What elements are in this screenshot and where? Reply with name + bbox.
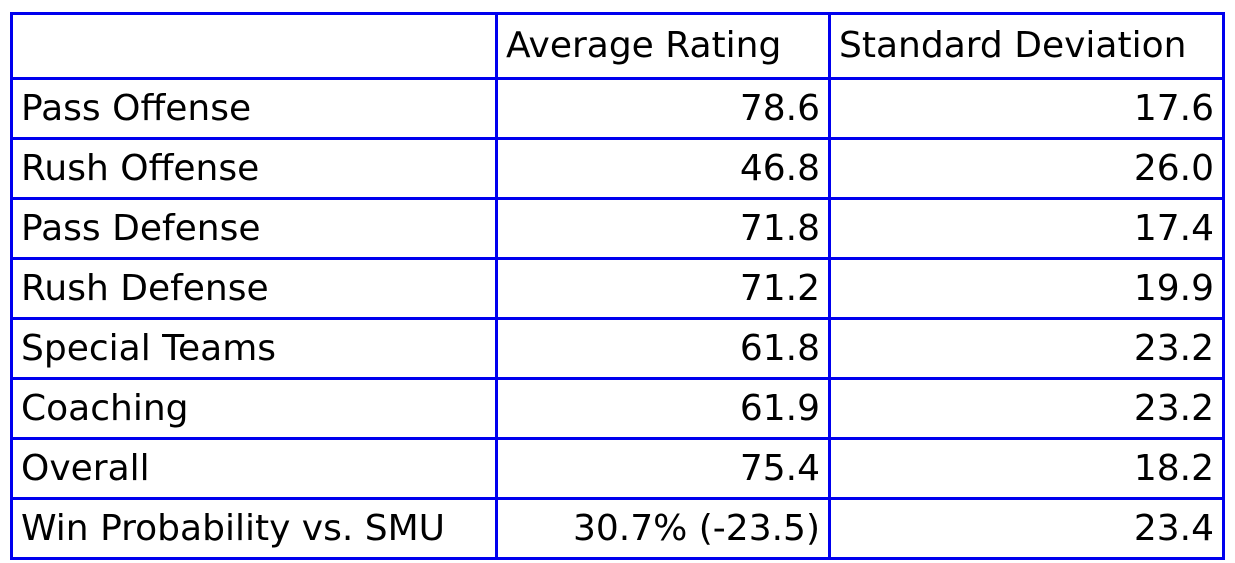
table-row-rush-offense: Rush Offense 46.8 26.0 — [10, 137, 1225, 200]
row-label-cell: Win Probability vs. SMU — [10, 497, 498, 560]
average-rating-cell: 30.7% (-23.5) — [495, 497, 831, 560]
table-row-special-teams: Special Teams 61.8 23.2 — [10, 317, 1225, 380]
table-row-pass-defense: Pass Defense 71.8 17.4 — [10, 197, 1225, 260]
row-label-cell: Special Teams — [10, 317, 498, 380]
standard-deviation-cell: 18.2 — [828, 437, 1225, 500]
row-label-cell: Overall — [10, 437, 498, 500]
standard-deviation-cell: 17.6 — [828, 77, 1225, 140]
table-row-pass-offense: Pass Offense 78.6 17.6 — [10, 77, 1225, 140]
row-label-cell: Pass Offense — [10, 77, 498, 140]
header-average-rating: Average Rating — [495, 12, 831, 80]
header-blank-cell — [10, 12, 498, 80]
standard-deviation-cell: 17.4 — [828, 197, 1225, 260]
header-standard-deviation: Standard Deviation — [828, 12, 1225, 80]
table-row-overall: Overall 75.4 18.2 — [10, 437, 1225, 500]
table-row-win-probability: Win Probability vs. SMU 30.7% (-23.5) 23… — [10, 497, 1225, 560]
standard-deviation-cell: 23.2 — [828, 377, 1225, 440]
row-label-cell: Rush Offense — [10, 137, 498, 200]
table-row-rush-defense: Rush Defense 71.2 19.9 — [10, 257, 1225, 320]
average-rating-cell: 46.8 — [495, 137, 831, 200]
average-rating-cell: 61.9 — [495, 377, 831, 440]
table-header-row: Average Rating Standard Deviation — [10, 12, 1225, 80]
standard-deviation-cell: 26.0 — [828, 137, 1225, 200]
average-rating-cell: 61.8 — [495, 317, 831, 380]
row-label-cell: Rush Defense — [10, 257, 498, 320]
average-rating-cell: 78.6 — [495, 77, 831, 140]
team-ratings-table: Average Rating Standard Deviation Pass O… — [10, 12, 1225, 560]
average-rating-cell: 75.4 — [495, 437, 831, 500]
row-label-cell: Coaching — [10, 377, 498, 440]
standard-deviation-cell: 23.2 — [828, 317, 1225, 380]
table-row-coaching: Coaching 61.9 23.2 — [10, 377, 1225, 440]
average-rating-cell: 71.8 — [495, 197, 831, 260]
average-rating-cell: 71.2 — [495, 257, 831, 320]
row-label-cell: Pass Defense — [10, 197, 498, 260]
standard-deviation-cell: 19.9 — [828, 257, 1225, 320]
standard-deviation-cell: 23.4 — [828, 497, 1225, 560]
